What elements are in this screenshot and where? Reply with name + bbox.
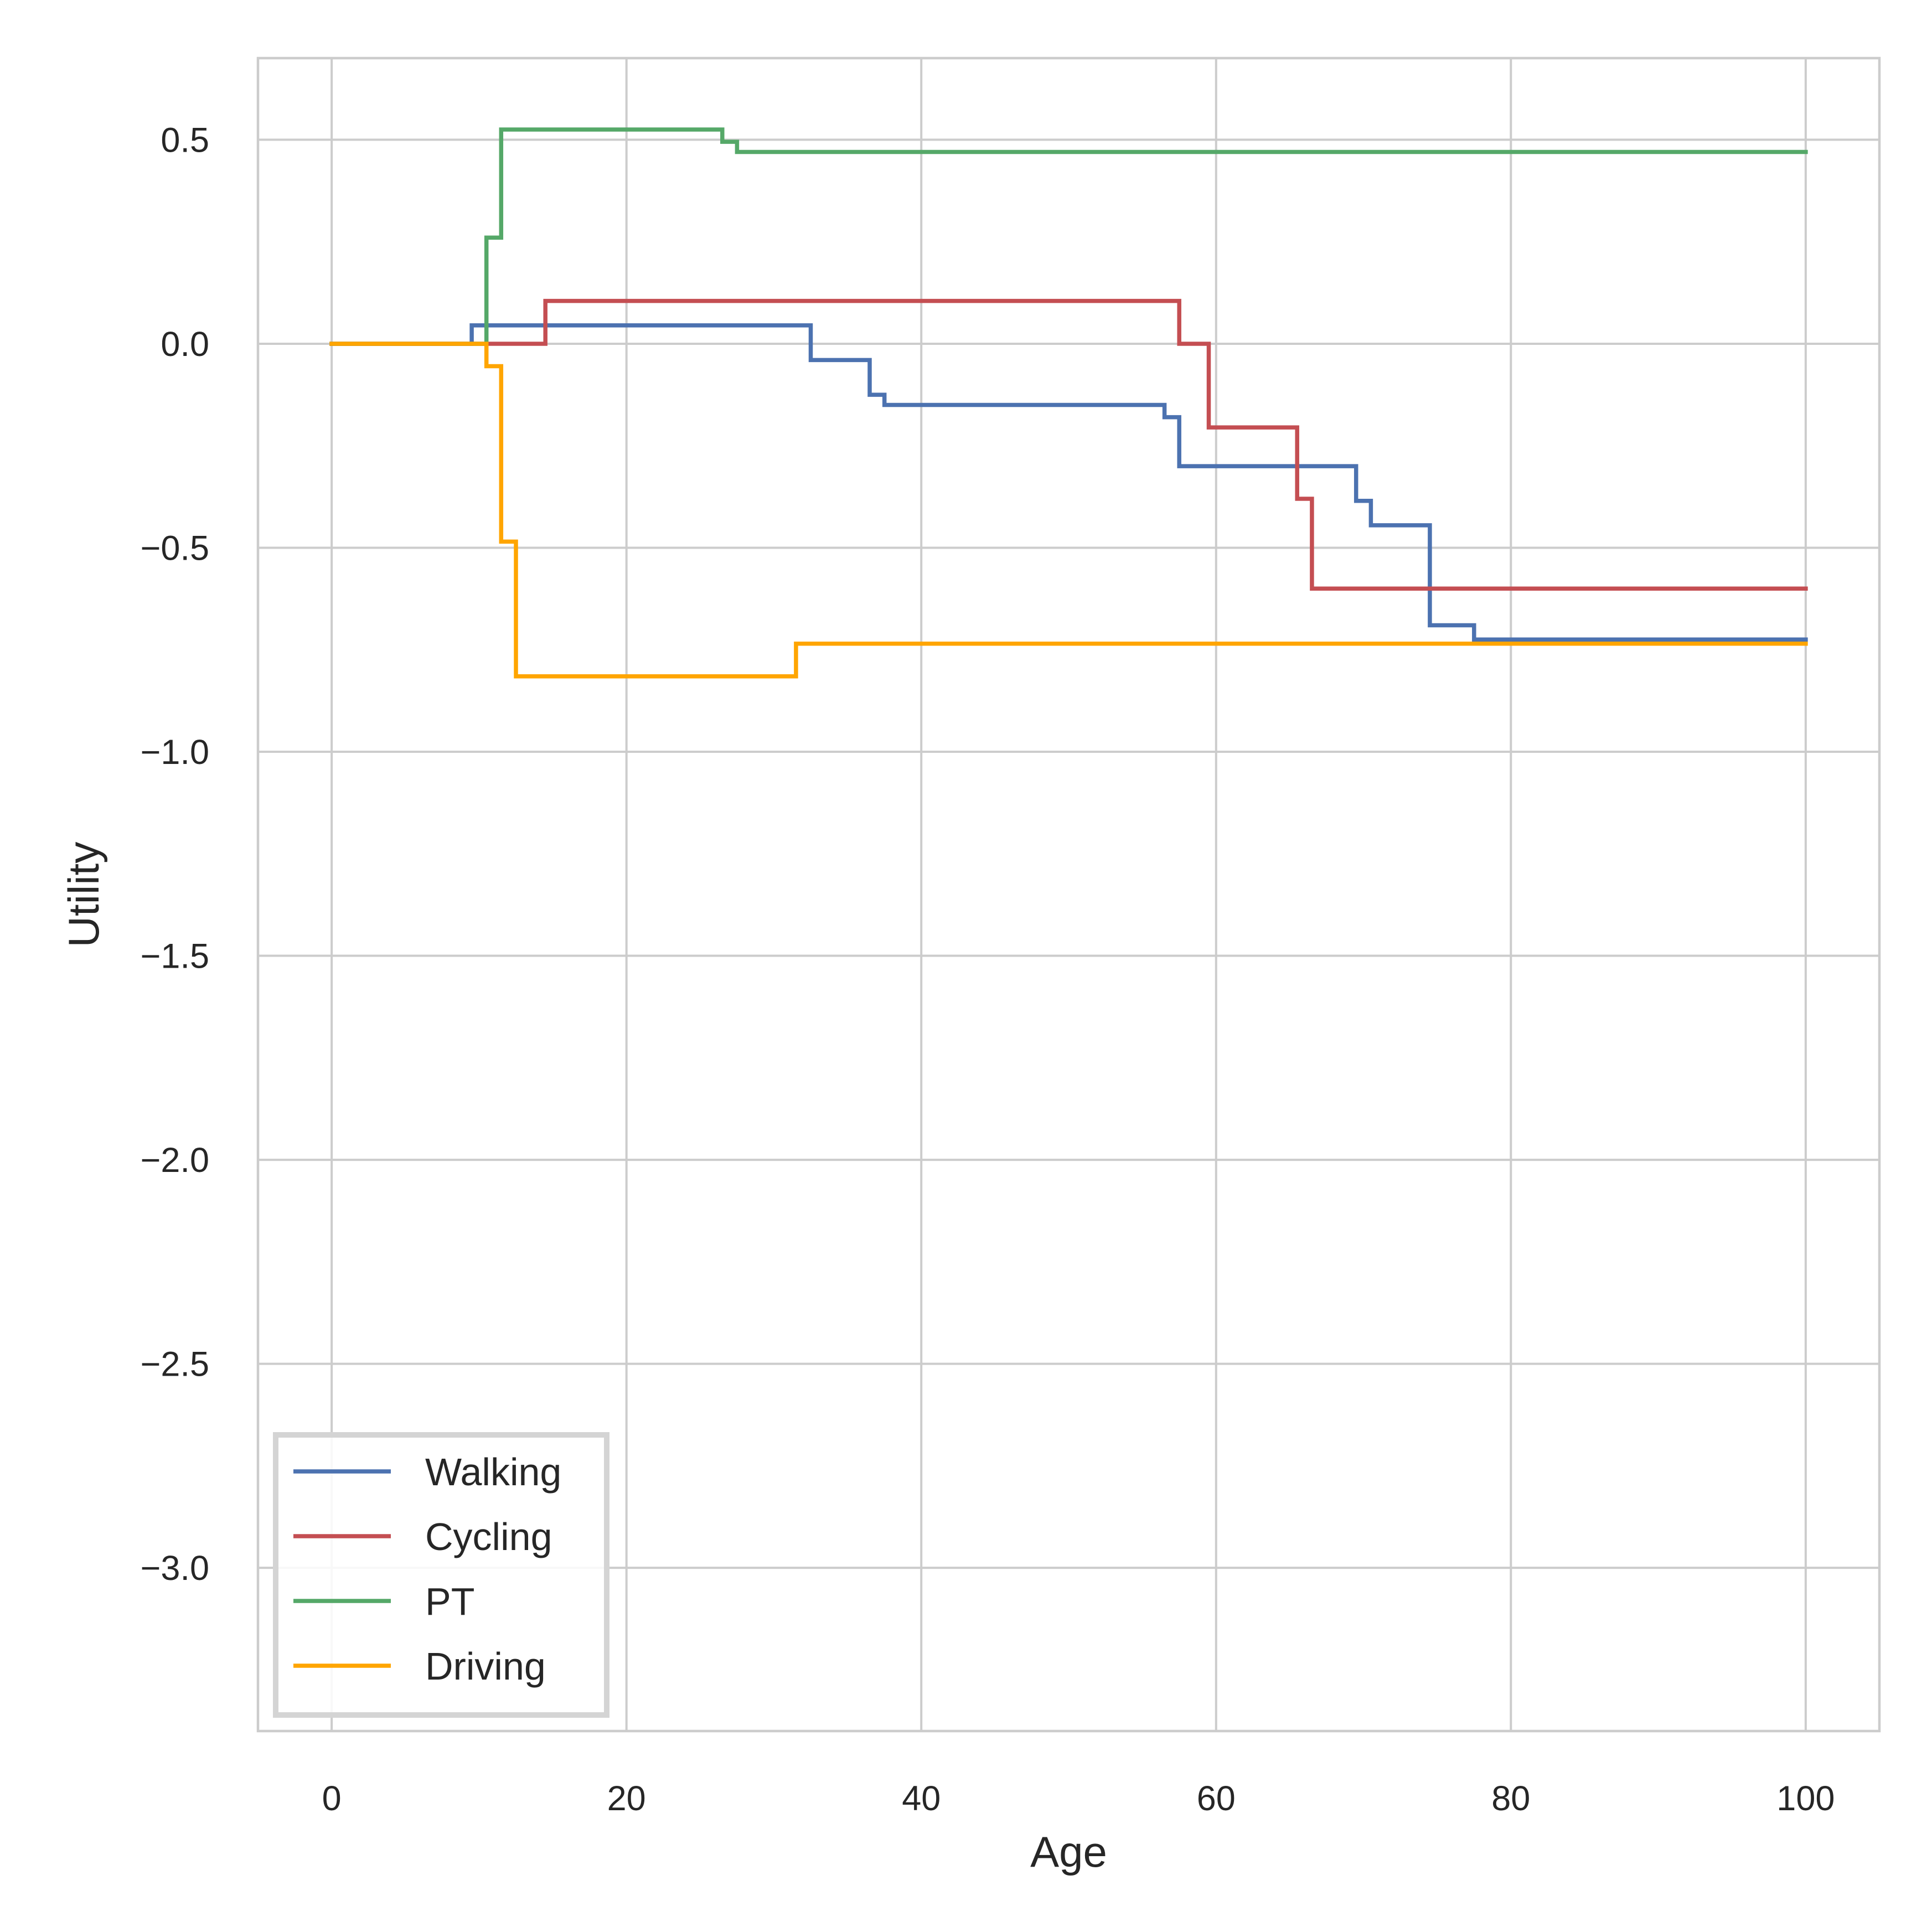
series-line-walking <box>329 323 1808 642</box>
x-tick-label-3: 60 <box>1197 1779 1236 1818</box>
y-tick-label-5: −2.0 <box>141 1141 209 1180</box>
series-line-cycling <box>329 298 1808 591</box>
x-tick-label-1: 20 <box>607 1779 646 1818</box>
legend-label-pt: PT <box>425 1580 474 1623</box>
y-tick-label-1: 0.0 <box>161 325 209 364</box>
plot-area-frame <box>256 56 1881 1733</box>
legend-frame <box>273 1432 609 1718</box>
x-tick-label-2: 40 <box>902 1779 941 1818</box>
legend: Walking Cycling PT Driving <box>273 1432 609 1718</box>
y-tick-labels: 0.5 0.0 −0.5 −1.0 −1.5 −2.0 −2.5 −3.0 <box>141 121 209 1588</box>
x-tick-label-4: 80 <box>1491 1779 1530 1818</box>
y-tick-label-2: −0.5 <box>141 529 209 567</box>
x-tick-label-5: 100 <box>1776 1779 1835 1818</box>
y-tick-label-4: −1.5 <box>141 937 209 976</box>
y-tick-label-3: −1.0 <box>141 733 209 772</box>
x-tick-label-0: 0 <box>322 1779 342 1818</box>
legend-label-cycling: Cycling <box>425 1515 552 1558</box>
series-line-pt <box>329 127 1808 346</box>
x-gridlines <box>330 58 1807 1731</box>
y-tick-label-7: −3.0 <box>141 1549 209 1588</box>
series-line-driving <box>329 342 1808 679</box>
x-tick-labels: 0 20 40 60 80 100 <box>322 1779 1835 1818</box>
x-axis-label: Age <box>1030 1827 1107 1876</box>
y-axis-label: Utility <box>59 842 108 948</box>
legend-label-driving: Driving <box>425 1645 546 1688</box>
legend-label-walking: Walking <box>425 1450 561 1494</box>
series-layer <box>329 127 1808 679</box>
y-tick-label-0: 0.5 <box>161 121 209 159</box>
y-tick-label-6: −2.5 <box>141 1345 209 1384</box>
